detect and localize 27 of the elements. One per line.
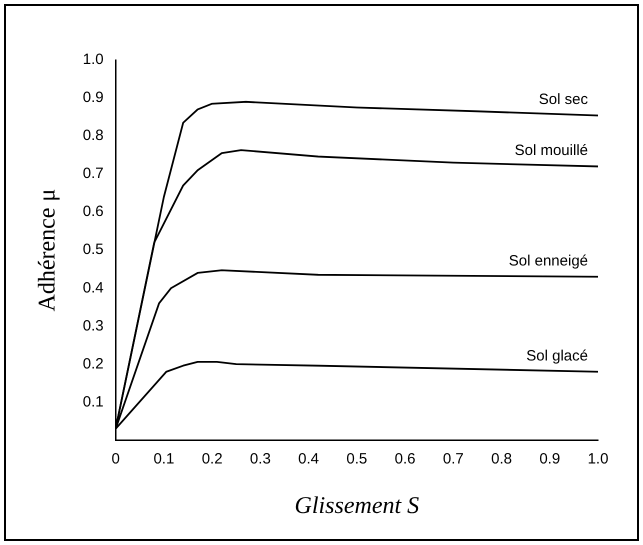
x-tick-label: 0.1 <box>153 450 174 468</box>
x-tick-label: 0.5 <box>346 450 368 468</box>
series-label: Sol mouillé <box>514 142 588 160</box>
x-tick-label: 0.9 <box>539 450 560 468</box>
y-tick-label: 0.6 <box>82 203 104 220</box>
x-tick-label: 0.3 <box>250 450 271 468</box>
series-label: Sol enneigé <box>508 252 588 270</box>
y-tick-label: 0.1 <box>82 393 104 410</box>
y-tick-label: 0.9 <box>82 89 104 106</box>
series-label: Sol sec <box>538 91 588 108</box>
x-tick-label: 0 <box>111 450 120 468</box>
y-tick-label: 0.8 <box>82 127 104 144</box>
x-axis-title: Glissement S <box>294 492 420 519</box>
y-tick-label: 0.4 <box>82 279 104 296</box>
y-tick-label: 0.3 <box>82 317 104 334</box>
x-tick-label: 0.6 <box>394 450 416 468</box>
y-tick-label: 0.7 <box>82 165 104 182</box>
x-tick-label: 0.2 <box>202 450 223 468</box>
x-tick-label: 0.7 <box>442 450 464 468</box>
x-tick-label: 0.8 <box>491 450 512 468</box>
y-tick-label: 0.2 <box>82 355 104 372</box>
x-tick-label: 1.0 <box>588 450 608 468</box>
y-tick-label: 1.0 <box>82 51 104 68</box>
x-tick-label: 0.4 <box>298 450 320 468</box>
y-axis-title: Adhérence μ <box>34 188 61 312</box>
series-label: Sol glacé <box>526 347 588 364</box>
y-tick-label: 0.5 <box>82 241 104 258</box>
